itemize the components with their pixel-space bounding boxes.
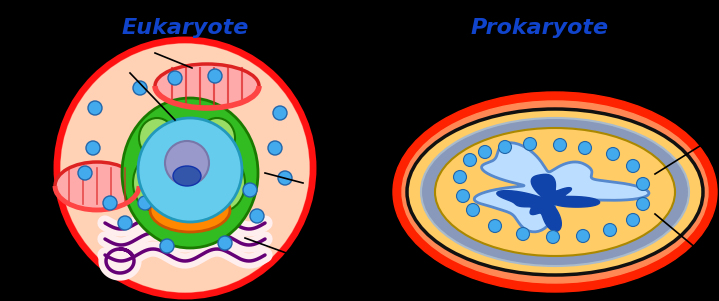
Ellipse shape	[402, 101, 708, 283]
Circle shape	[467, 203, 480, 216]
Circle shape	[218, 236, 232, 250]
Circle shape	[165, 141, 209, 185]
Circle shape	[160, 239, 174, 253]
Circle shape	[607, 147, 620, 160]
Circle shape	[243, 183, 257, 197]
Circle shape	[278, 171, 292, 185]
Circle shape	[636, 197, 649, 210]
Ellipse shape	[435, 128, 675, 256]
Circle shape	[603, 224, 616, 237]
Ellipse shape	[57, 40, 313, 296]
Ellipse shape	[122, 98, 258, 248]
Ellipse shape	[155, 64, 259, 108]
Text: Prokaryote: Prokaryote	[471, 18, 609, 38]
Ellipse shape	[60, 43, 310, 293]
Polygon shape	[475, 143, 649, 232]
Ellipse shape	[407, 109, 703, 275]
Circle shape	[88, 101, 102, 115]
Circle shape	[464, 154, 477, 166]
Circle shape	[133, 81, 147, 95]
Circle shape	[457, 190, 470, 203]
Circle shape	[554, 138, 567, 151]
Ellipse shape	[421, 118, 689, 266]
Circle shape	[138, 196, 152, 210]
Circle shape	[208, 69, 222, 83]
Circle shape	[78, 166, 92, 180]
Circle shape	[168, 71, 182, 85]
Ellipse shape	[139, 118, 175, 158]
Ellipse shape	[150, 188, 230, 232]
Ellipse shape	[393, 92, 717, 292]
Ellipse shape	[201, 155, 245, 211]
Circle shape	[626, 160, 639, 172]
Circle shape	[196, 123, 210, 137]
Circle shape	[118, 216, 132, 230]
Circle shape	[498, 141, 511, 154]
Ellipse shape	[55, 162, 139, 210]
Circle shape	[273, 106, 287, 120]
Ellipse shape	[173, 166, 201, 186]
Circle shape	[546, 231, 559, 244]
Circle shape	[488, 219, 501, 232]
Circle shape	[636, 178, 649, 191]
Circle shape	[86, 141, 100, 155]
Ellipse shape	[199, 118, 235, 158]
Circle shape	[454, 170, 467, 184]
Circle shape	[577, 229, 590, 243]
Circle shape	[103, 196, 117, 210]
Circle shape	[268, 141, 282, 155]
Circle shape	[516, 228, 529, 240]
Text: Eukaryote: Eukaryote	[122, 18, 249, 38]
Circle shape	[250, 209, 264, 223]
Polygon shape	[497, 174, 600, 231]
Circle shape	[579, 141, 592, 154]
Circle shape	[626, 213, 639, 226]
Circle shape	[523, 138, 536, 150]
Circle shape	[479, 145, 492, 159]
Ellipse shape	[138, 118, 242, 222]
Ellipse shape	[133, 155, 177, 211]
